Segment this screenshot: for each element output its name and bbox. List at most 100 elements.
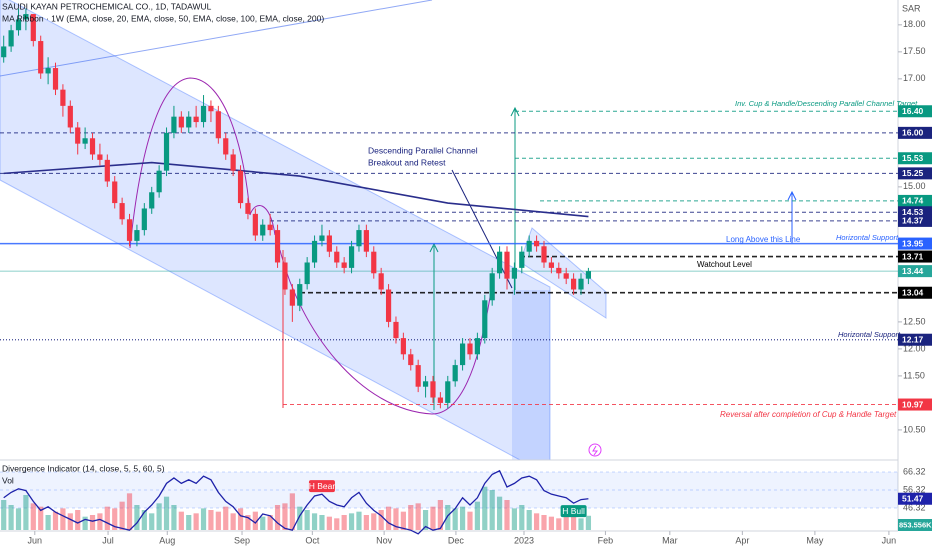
level-tag-label: 14.37 (902, 216, 924, 226)
candle-body (297, 284, 303, 306)
volume-bar (504, 500, 510, 530)
candle-body (311, 240, 318, 263)
y-tick-label: 11.50 (903, 370, 925, 380)
candle-body (119, 203, 125, 220)
volume-bar (371, 513, 377, 530)
volume-bar (571, 516, 577, 530)
volume-bar (75, 510, 81, 530)
candle-body (45, 68, 51, 74)
candle-body (408, 354, 414, 366)
candle-body (445, 381, 451, 403)
candle-body (75, 127, 81, 144)
volume-bar (30, 503, 36, 530)
event-icon (588, 443, 602, 457)
candle-body (415, 365, 421, 387)
volume-bar (104, 506, 110, 530)
volume-bar (578, 518, 584, 530)
volume-bar (252, 511, 258, 530)
annotation: Long Above this Line (726, 235, 801, 244)
volume-last-label: 853.556K (899, 520, 932, 529)
candle-body (274, 230, 281, 263)
indicator-last-label: 51.47 (902, 493, 924, 503)
level-tag (898, 105, 932, 118)
volume-bar (134, 505, 140, 530)
candle-body (237, 170, 244, 204)
x-tick-label: Jun (28, 535, 43, 545)
volume-bar (541, 515, 547, 530)
volume-title: Vol (2, 475, 14, 485)
candle-body (437, 397, 443, 403)
arrow-head (510, 106, 520, 117)
candle-body (1, 46, 7, 58)
candle-body (348, 246, 355, 268)
volume-bar (215, 511, 221, 530)
volume-bar (378, 510, 384, 530)
volume-bar (178, 511, 184, 530)
channel-extension (512, 290, 550, 460)
candle-body (334, 251, 340, 263)
candle-body (208, 105, 214, 112)
volume-bar (319, 515, 325, 530)
x-tick-label: Nov (376, 535, 393, 545)
candle-body (134, 230, 140, 241)
candle-body (504, 251, 510, 279)
annotation: Horizontal Support (838, 330, 901, 339)
candle-body (452, 365, 458, 382)
level-tag (898, 286, 932, 299)
level-tag-label: 16.40 (902, 106, 924, 116)
level-tag (898, 333, 932, 346)
annotation: Inv. Cup & Handle/Descending Parallel Ch… (735, 99, 918, 108)
candle-body (400, 338, 406, 355)
divergence-label: H Bull (562, 506, 585, 516)
level-tag-label: 13.04 (902, 287, 924, 297)
annotation: Reversal after completion of Cup & Handl… (720, 410, 897, 419)
indicator-tick-label: 46.32 (903, 502, 926, 512)
candle-body (378, 273, 384, 290)
annotation: Watchout Level (697, 260, 752, 269)
candle-body (163, 132, 170, 171)
ma-line (3, 161, 589, 218)
candle-body (556, 267, 562, 274)
level-tag (898, 237, 932, 250)
candle-body (23, 14, 29, 20)
candle-body (200, 105, 207, 123)
candle-body (230, 154, 236, 171)
candle-body (67, 105, 73, 128)
indicator-last-tag (898, 492, 932, 505)
currency-label: SAR (902, 3, 921, 13)
volume-bar (200, 508, 207, 530)
candle-body (245, 203, 251, 214)
candle-body (489, 273, 495, 301)
candle-body (482, 300, 488, 339)
level-tag-label: 13.95 (902, 238, 924, 248)
volume-bar (422, 510, 429, 530)
volume-bar (38, 506, 44, 530)
volume-bar (489, 490, 495, 530)
x-tick-label: Aug (159, 535, 175, 545)
candle-body (82, 138, 88, 144)
volume-bar (1, 500, 7, 530)
x-tick-label: 2023 (514, 535, 534, 545)
volume-bar (563, 515, 569, 530)
x-tick-label: Feb (598, 535, 614, 545)
volume-bar (52, 511, 59, 530)
volume-bar (326, 516, 332, 530)
candle-body (430, 381, 436, 398)
candle-body (112, 181, 118, 204)
candle-body (52, 68, 59, 90)
volume-bar (511, 508, 517, 530)
volume-bar (89, 515, 96, 530)
level-tag (898, 250, 932, 263)
candle-body (356, 230, 362, 247)
candle-body (141, 208, 147, 231)
volume-bar (141, 510, 147, 530)
level-tag-label: 14.53 (902, 207, 924, 217)
volume-bar (230, 513, 236, 530)
volume-bar (223, 506, 229, 530)
candle-body (541, 246, 547, 263)
level-tag-label: 13.71 (902, 251, 924, 261)
level-tag-label: 13.44 (902, 266, 924, 276)
candle-body (252, 213, 258, 236)
volume-bar (496, 496, 503, 530)
plot: H Bear H Bull Inv. Cup & Handle/Descending… (0, 8, 918, 535)
